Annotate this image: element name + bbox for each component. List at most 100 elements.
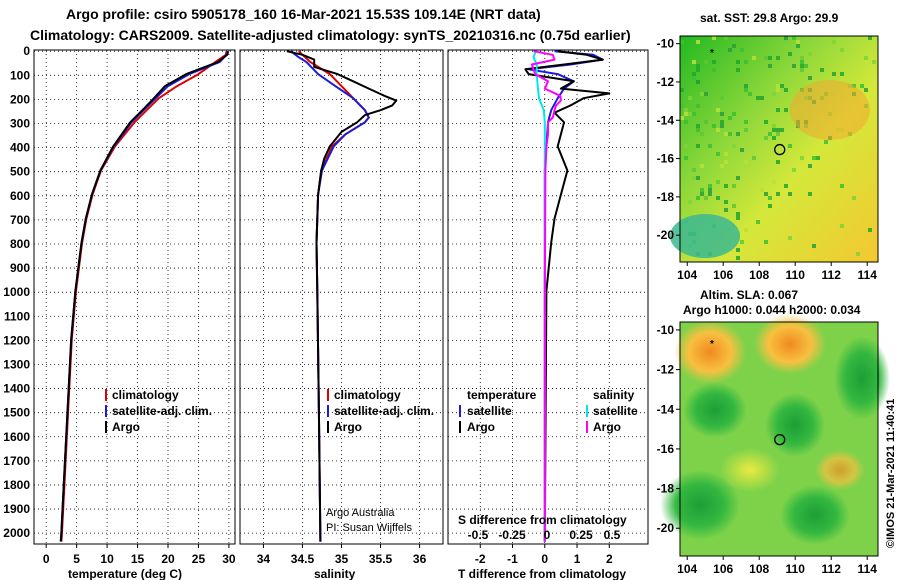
sst-warm-patch xyxy=(790,80,870,140)
depth-tick-label: 1300 xyxy=(3,357,30,371)
sst-pixel xyxy=(752,156,756,160)
sst-pixel xyxy=(716,108,720,112)
x-tick-label: -2 xyxy=(475,552,486,566)
sst-pixel xyxy=(784,88,788,92)
sst-pixel xyxy=(720,124,724,128)
sst-map-title: sat. SST: 29.8 Argo: 29.9 xyxy=(700,11,839,25)
sst-pixel xyxy=(832,40,836,44)
x-tick-label: 15 xyxy=(131,552,145,566)
depth-tick-label: 1800 xyxy=(3,478,30,492)
sla-mid xyxy=(720,448,780,492)
sst-pixel xyxy=(680,116,684,120)
sst-pixel xyxy=(776,128,780,132)
sst-pixel xyxy=(864,88,868,92)
sst-pixel xyxy=(764,136,768,140)
sst-pixel xyxy=(800,68,804,72)
legend-label-s-argo: Argo xyxy=(593,420,621,434)
sst-pixel xyxy=(700,144,704,148)
sst-pixel xyxy=(744,120,748,124)
s-difference-tick-label: -0.5 xyxy=(468,528,489,542)
sst-pixel xyxy=(716,152,720,156)
sst-pixel xyxy=(852,196,856,200)
sst-pixel xyxy=(748,92,752,96)
temperature-legend: climatology satellite-adj. clim. Argo xyxy=(105,388,212,434)
sla-map-title-2: Argo h1000: 0.044 h2000: 0.034 xyxy=(683,303,861,317)
sst-pixel xyxy=(820,68,824,72)
sst-pixel xyxy=(792,168,796,172)
sst-pixel xyxy=(692,72,696,76)
sst-pixel xyxy=(712,60,716,64)
depth-tick-label: 600 xyxy=(10,189,30,203)
sst-pixel xyxy=(728,48,732,52)
sst-pixel xyxy=(796,40,800,44)
x-tick-label: 35 xyxy=(335,552,349,566)
sst-pixel xyxy=(696,68,700,72)
sst-pixel xyxy=(692,112,696,116)
sst-pixel xyxy=(692,60,696,64)
sst-pixel xyxy=(700,192,704,196)
depth-tick-label: 2000 xyxy=(3,526,30,540)
credit-argo-australia: Argo Australia xyxy=(326,507,395,519)
lon-tick-label: 110 xyxy=(786,562,806,576)
sst-pixel xyxy=(780,84,784,88)
sst-pixel xyxy=(788,52,792,56)
sst-map: * xyxy=(670,35,879,263)
sst-pixel xyxy=(716,128,720,132)
sla-high-1 xyxy=(674,320,746,384)
sst-pixel xyxy=(800,56,804,60)
difference-panel-frame xyxy=(447,49,649,545)
sst-pixel xyxy=(704,196,708,200)
sst-pixel xyxy=(784,36,788,40)
lon-tick-label: 108 xyxy=(749,268,769,282)
sst-pixel xyxy=(724,36,728,40)
depth-tick-label: 1200 xyxy=(3,333,30,347)
sst-pixel xyxy=(736,132,740,136)
series-line-satellite-adj-clim- xyxy=(59,50,229,542)
sst-pixel xyxy=(696,124,700,128)
sst-pixel xyxy=(808,164,812,168)
x-tick-label: 30 xyxy=(222,552,236,566)
sst-pixel xyxy=(792,36,796,40)
sst-pixel xyxy=(776,88,780,92)
imos-credit: ©IMOS 21-Mar-2021 11:40:41 xyxy=(885,399,897,548)
sst-pixel xyxy=(776,84,780,88)
sst-pixel xyxy=(808,52,812,56)
sst-pixel xyxy=(744,228,748,232)
sst-pixel xyxy=(724,200,728,204)
title-line-1: Argo profile: csiro 5905178_160 16-Mar-2… xyxy=(66,6,541,22)
sst-pixel xyxy=(732,112,736,116)
lat-tick-label: -12 xyxy=(657,363,675,377)
legend-label-argo: Argo xyxy=(112,420,140,434)
legend-label-s-satellite: satellite xyxy=(593,404,638,418)
sst-pixel xyxy=(700,92,704,96)
sst-pixel xyxy=(724,160,728,164)
x-tick-label: 20 xyxy=(161,552,175,566)
depth-tick-label: 1000 xyxy=(3,285,30,299)
sst-pixel xyxy=(744,60,748,64)
lat-tick-label: -18 xyxy=(657,190,675,204)
x-tick-label: 25 xyxy=(192,552,206,566)
lat-tick-label: -18 xyxy=(657,482,675,496)
sla-map-frame xyxy=(679,321,879,557)
x-tick-label: -1 xyxy=(507,552,518,566)
sst-pixel xyxy=(684,112,688,116)
lat-tick-label: -10 xyxy=(657,323,675,337)
sst-pixel xyxy=(772,136,776,140)
lat-tick-label: -10 xyxy=(657,37,675,51)
sst-pixel xyxy=(736,68,740,72)
sst-pixel xyxy=(768,56,772,60)
sst-pixel xyxy=(696,40,700,44)
legend-label-satellite: satellite-adj. clim. xyxy=(112,404,212,418)
sst-pixel xyxy=(732,44,736,48)
sst-pixel xyxy=(800,64,804,68)
series-line-climatology xyxy=(297,50,370,542)
sst-pixel xyxy=(732,204,736,208)
sst-pixel xyxy=(772,124,776,128)
salinity-legend: climatology satellite-adj. clim. Argo Ar… xyxy=(326,388,434,534)
sst-pixel xyxy=(772,180,776,184)
sst-pixel xyxy=(840,48,844,52)
sst-pixel xyxy=(696,196,700,200)
lat-tick-label: -12 xyxy=(657,75,675,89)
lon-tick-label: 114 xyxy=(858,268,878,282)
series-line-argo xyxy=(286,50,398,542)
